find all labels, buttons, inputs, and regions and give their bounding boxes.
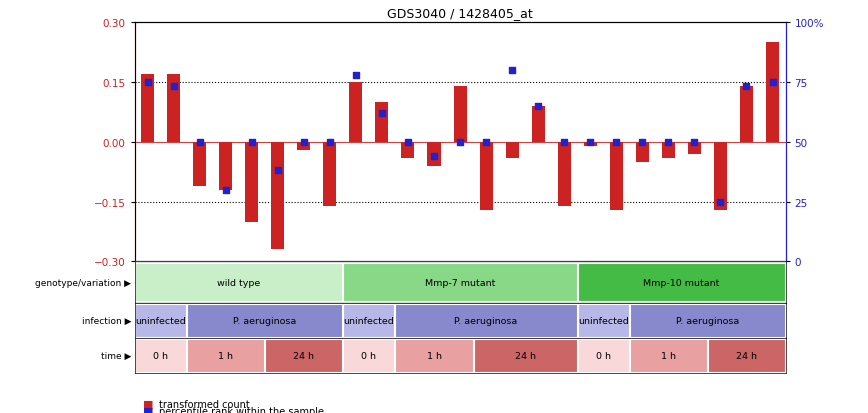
Text: 24 h: 24 h [293,351,314,360]
Point [401,139,415,145]
Text: Mmp-7 mutant: Mmp-7 mutant [424,278,496,287]
Bar [396,339,472,373]
Bar [630,304,785,337]
Bar [740,86,753,142]
Text: Mmp-10 mutant: Mmp-10 mutant [643,278,720,287]
Bar [474,339,576,373]
Text: transformed count: transformed count [159,399,250,409]
Point [687,139,701,145]
Point [713,199,727,205]
Text: 0 h: 0 h [153,351,168,360]
Bar [135,339,186,373]
Bar [584,142,597,146]
Text: uninfected: uninfected [344,316,394,325]
Text: percentile rank within the sample: percentile rank within the sample [159,406,324,413]
Text: 24 h: 24 h [515,351,536,360]
Point [427,153,441,160]
Point [271,168,285,174]
Text: uninfected: uninfected [578,316,628,325]
Text: ■: ■ [143,406,154,413]
Point [557,139,571,145]
Bar [636,142,649,162]
Text: 0 h: 0 h [361,351,377,360]
Text: infection ▶: infection ▶ [82,316,131,325]
Bar [350,83,363,142]
Bar [135,304,186,337]
Point [531,103,545,110]
Text: time ▶: time ▶ [101,351,131,360]
Point [141,79,155,86]
Text: 1 h: 1 h [426,351,442,360]
Point [297,139,311,145]
Bar [480,142,493,210]
Point [453,139,467,145]
Bar [246,142,259,222]
Bar [135,263,342,301]
Bar [428,142,441,166]
Bar [578,339,628,373]
Text: 1 h: 1 h [218,351,233,360]
Bar [558,142,571,206]
Point [505,67,519,74]
Point [661,139,675,145]
Bar [578,304,628,337]
Bar [688,142,701,154]
Bar [578,263,785,301]
Bar [766,43,779,142]
Point [323,139,337,145]
Bar [532,107,545,142]
Bar [187,304,342,337]
Point [167,84,181,90]
Text: wild type: wild type [217,278,260,287]
Text: 1 h: 1 h [661,351,676,360]
Point [635,139,649,145]
Bar [376,102,389,142]
Text: P. aeruginosa: P. aeruginosa [676,316,739,325]
Bar [266,339,342,373]
Text: genotype/variation ▶: genotype/variation ▶ [36,278,131,287]
Bar [193,142,207,186]
Point [609,139,623,145]
Bar [708,339,785,373]
Bar [662,142,675,158]
Text: P. aeruginosa: P. aeruginosa [455,316,517,325]
Point [583,139,597,145]
Bar [506,142,519,158]
Bar [396,304,576,337]
Point [375,110,389,117]
Bar [187,339,264,373]
Point [245,139,259,145]
Bar [141,74,155,142]
Point [479,139,493,145]
Point [766,79,779,86]
Point [740,84,753,90]
Text: ■: ■ [143,399,154,409]
Text: 24 h: 24 h [736,351,757,360]
Bar [630,339,707,373]
Point [219,187,233,193]
Title: GDS3040 / 1428405_at: GDS3040 / 1428405_at [387,7,533,20]
Text: P. aeruginosa: P. aeruginosa [233,316,296,325]
Bar [344,339,394,373]
Point [193,139,207,145]
Point [349,72,363,78]
Bar [167,74,181,142]
Bar [344,263,576,301]
Bar [402,142,415,158]
Bar [714,142,727,210]
Bar [298,142,311,150]
Bar [271,142,284,250]
Bar [610,142,623,210]
Bar [454,86,467,142]
Bar [344,304,394,337]
Text: 0 h: 0 h [595,351,611,360]
Bar [324,142,337,206]
Bar [219,142,233,190]
Text: uninfected: uninfected [135,316,186,325]
